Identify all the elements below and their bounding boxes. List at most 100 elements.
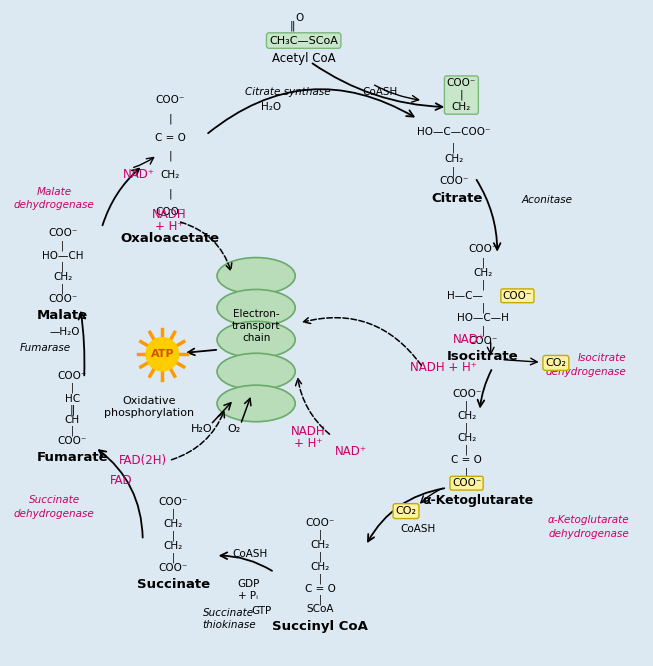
Text: Citrate synthase: Citrate synthase xyxy=(245,87,330,97)
Text: chain: chain xyxy=(242,333,270,343)
Text: SCoA: SCoA xyxy=(306,605,334,615)
Text: Isocitrate: Isocitrate xyxy=(578,353,626,363)
Text: |: | xyxy=(452,167,455,177)
Text: HC: HC xyxy=(65,394,80,404)
Ellipse shape xyxy=(217,385,295,422)
Text: |: | xyxy=(481,280,485,290)
Ellipse shape xyxy=(217,322,295,358)
Text: |: | xyxy=(172,530,175,541)
Circle shape xyxy=(146,338,178,371)
Text: |: | xyxy=(71,383,74,394)
Text: dehydrogenase: dehydrogenase xyxy=(549,529,629,539)
Text: |: | xyxy=(61,240,64,250)
Text: CH₂: CH₂ xyxy=(310,540,330,550)
Text: |: | xyxy=(61,262,64,272)
Text: CH₂: CH₂ xyxy=(164,519,183,529)
Text: Malate: Malate xyxy=(37,187,72,197)
Text: Aconitase: Aconitase xyxy=(522,195,573,205)
Text: COO⁻: COO⁻ xyxy=(57,371,87,381)
Text: COO⁻: COO⁻ xyxy=(439,176,468,186)
Text: HO—C—COO⁻: HO—C—COO⁻ xyxy=(417,127,490,137)
Text: CH₂: CH₂ xyxy=(444,154,463,164)
Text: CH₂: CH₂ xyxy=(457,433,476,443)
Ellipse shape xyxy=(217,290,295,326)
Text: Citrate: Citrate xyxy=(431,192,483,205)
Text: HO—C—H: HO—C—H xyxy=(457,314,509,324)
Text: CO₂: CO₂ xyxy=(396,506,417,516)
Text: COO⁻: COO⁻ xyxy=(48,294,77,304)
Text: CH₃C—SCoA: CH₃C—SCoA xyxy=(269,35,338,45)
Text: Succinyl CoA: Succinyl CoA xyxy=(272,619,368,633)
Text: CH₂: CH₂ xyxy=(457,411,476,421)
Text: COO⁻: COO⁻ xyxy=(159,497,188,507)
Text: Succinate: Succinate xyxy=(203,609,254,619)
Text: Acetyl CoA: Acetyl CoA xyxy=(272,52,336,65)
Text: dehydrogenase: dehydrogenase xyxy=(14,200,95,210)
Ellipse shape xyxy=(217,353,295,390)
Text: CH₂: CH₂ xyxy=(53,272,72,282)
Text: O: O xyxy=(295,13,303,23)
Text: GDP: GDP xyxy=(237,579,259,589)
Text: COO⁻: COO⁻ xyxy=(159,563,188,573)
Text: COO⁻: COO⁻ xyxy=(452,478,481,488)
Text: COO⁻: COO⁻ xyxy=(57,436,87,446)
Text: |: | xyxy=(319,551,322,562)
Text: CH₂: CH₂ xyxy=(473,268,492,278)
Text: GTP: GTP xyxy=(251,606,272,616)
Text: |: | xyxy=(481,257,485,268)
Text: |: | xyxy=(452,143,455,153)
Text: COO⁻: COO⁻ xyxy=(503,291,532,301)
Text: HO—CH: HO—CH xyxy=(42,251,84,261)
Text: Succinate: Succinate xyxy=(29,496,80,505)
Text: |: | xyxy=(172,509,175,519)
Text: COO⁻: COO⁻ xyxy=(468,336,498,346)
Text: |: | xyxy=(481,325,485,336)
Text: Malate: Malate xyxy=(37,309,88,322)
Text: |: | xyxy=(481,302,485,313)
Text: α-Ketoglutarate: α-Ketoglutarate xyxy=(422,494,534,507)
Text: Fumarate: Fumarate xyxy=(37,451,108,464)
Text: CH₂: CH₂ xyxy=(161,170,180,180)
Text: ATP: ATP xyxy=(150,349,174,359)
Text: FAD: FAD xyxy=(110,474,133,487)
Text: COO⁻
|
CH₂: COO⁻ | CH₂ xyxy=(447,78,476,112)
Text: |: | xyxy=(71,426,74,436)
Text: |: | xyxy=(319,573,322,584)
Text: α-Ketoglutarate: α-Ketoglutarate xyxy=(548,515,629,525)
Text: |: | xyxy=(319,529,322,540)
Text: |: | xyxy=(319,594,322,605)
Text: CH: CH xyxy=(65,415,80,425)
Text: C = O: C = O xyxy=(155,133,185,143)
Text: |: | xyxy=(465,468,468,478)
Text: Isocitrate: Isocitrate xyxy=(447,350,518,364)
Text: ‖: ‖ xyxy=(290,21,295,31)
Text: COO⁻: COO⁻ xyxy=(155,95,185,105)
Text: + H⁺: + H⁺ xyxy=(155,220,183,233)
Text: phosphorylation: phosphorylation xyxy=(104,408,195,418)
Text: COO⁻: COO⁻ xyxy=(452,389,481,399)
Text: H—C—: H—C— xyxy=(447,291,483,301)
Text: Oxidative: Oxidative xyxy=(123,396,176,406)
Text: thiokinase: thiokinase xyxy=(202,621,255,631)
Text: + Pᵢ: + Pᵢ xyxy=(238,591,259,601)
Text: CH₂: CH₂ xyxy=(310,562,330,572)
Text: NADH + H⁺: NADH + H⁺ xyxy=(410,361,477,374)
Text: Succinate: Succinate xyxy=(137,577,210,591)
Text: C = O: C = O xyxy=(451,455,482,465)
Ellipse shape xyxy=(217,258,295,294)
Text: CO₂: CO₂ xyxy=(545,358,566,368)
Text: |: | xyxy=(172,552,175,563)
Text: |: | xyxy=(465,401,468,412)
Text: CoASH: CoASH xyxy=(400,524,436,534)
Text: NAD⁺: NAD⁺ xyxy=(335,445,367,458)
Text: |: | xyxy=(465,445,468,456)
Text: Electron-: Electron- xyxy=(233,310,279,320)
Text: |: | xyxy=(168,188,172,198)
Text: |: | xyxy=(61,284,64,294)
Text: CoASH: CoASH xyxy=(232,549,267,559)
Text: H₂O: H₂O xyxy=(191,424,212,434)
Text: |: | xyxy=(465,423,468,434)
Text: |: | xyxy=(168,114,172,125)
Text: Fumarase: Fumarase xyxy=(20,342,71,352)
Text: + H⁺: + H⁺ xyxy=(294,437,323,450)
